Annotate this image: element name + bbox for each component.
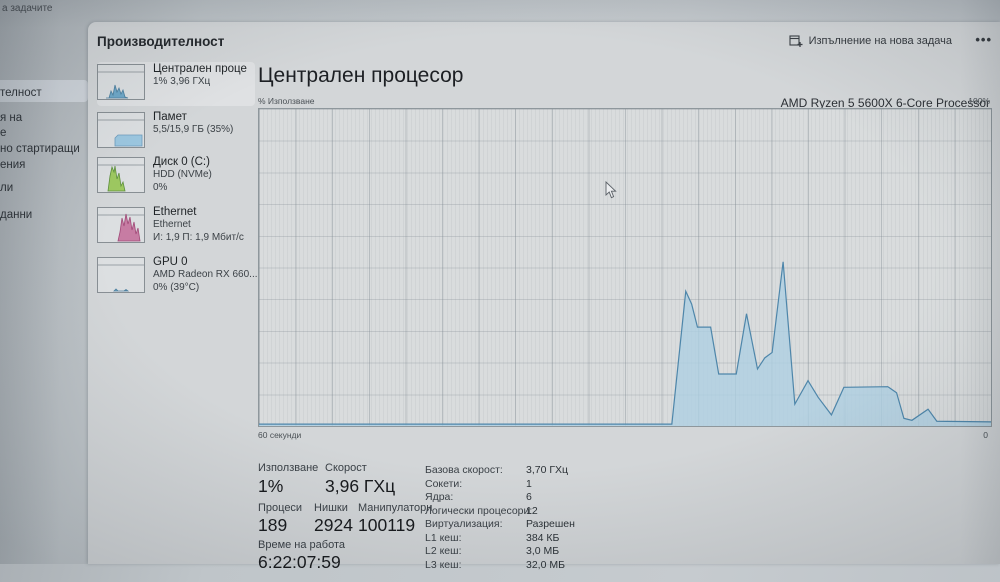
l3-cache-label: L3 кеш: bbox=[425, 558, 462, 571]
l3-cache-value: 32,0 МБ bbox=[526, 558, 565, 571]
page-title: Производителност bbox=[97, 34, 225, 49]
cpu-item-title: Централен проце bbox=[153, 63, 247, 75]
l1-cache-label: L1 кеш: bbox=[425, 531, 462, 544]
processes-label: Процеси bbox=[258, 502, 303, 514]
uptime-label: Време на работа bbox=[258, 539, 346, 551]
usage-value: 1% bbox=[258, 476, 284, 496]
window-title-fragment: а задачите bbox=[2, 3, 53, 14]
l2-cache-value: 3,0 МБ bbox=[526, 545, 560, 557]
cpu-stats-panel: Използване 1% Скорост 3,96 ГХц Процеси 1… bbox=[258, 462, 990, 582]
cpu-usage-chart bbox=[258, 108, 992, 427]
gpu-item-sub1: AMD Radeon RX 660... bbox=[153, 269, 258, 281]
l1-cache-value: 384 КБ bbox=[526, 531, 560, 544]
sidebar-item-startup-apps-2[interactable]: ения bbox=[0, 159, 26, 171]
sidebar-item-app-history[interactable]: я на bbox=[0, 112, 23, 124]
sockets-label: Сокети: bbox=[425, 477, 463, 490]
memory-mini-graph-icon bbox=[97, 112, 145, 148]
usage-label: Използване bbox=[258, 462, 319, 474]
cpu-usage-line bbox=[259, 262, 991, 424]
handles-value: 100119 bbox=[358, 515, 416, 535]
gpu-mini-graph-icon bbox=[97, 257, 145, 293]
new-task-icon bbox=[789, 34, 803, 48]
axis-label-0s: 0 bbox=[983, 430, 988, 440]
cpu-item-sub: 1% 3,96 ГХц bbox=[153, 76, 211, 88]
disk-item-title: Диск 0 (C:) bbox=[153, 156, 210, 168]
disk-item-sub1: HDD (NVMe) bbox=[153, 169, 212, 181]
cpu-usage-area bbox=[259, 261, 991, 426]
sidebar-item-users[interactable]: ли bbox=[0, 182, 14, 194]
gpu-item-title: GPU 0 bbox=[153, 256, 188, 268]
cpu-section-title: Централен процесор bbox=[258, 64, 464, 87]
cores-value: 6 bbox=[526, 491, 532, 503]
base-speed-label: Базова скорост: bbox=[425, 464, 503, 476]
threads-value: 2924 bbox=[314, 515, 353, 535]
sidebar-item-details[interactable]: данни bbox=[0, 209, 33, 221]
more-options-button[interactable]: ••• bbox=[975, 32, 992, 47]
speed-label: Скорост bbox=[325, 462, 367, 474]
memory-item-sub: 5,5/15,9 ГБ (35%) bbox=[153, 124, 234, 136]
uptime-value: 6:22:07:59 bbox=[258, 552, 341, 572]
axis-label-100pct: 100% bbox=[968, 96, 990, 106]
perf-item-gpu[interactable]: GPU 0 AMD Radeon RX 660... 0% (39°C) bbox=[97, 255, 258, 303]
axis-label-usage: % Използване bbox=[258, 96, 315, 106]
sidebar-item-startup-apps[interactable]: но стартиращи bbox=[0, 143, 80, 155]
mouse-cursor-icon bbox=[605, 181, 617, 199]
ethernet-item-sub1: Ethernet bbox=[153, 219, 191, 231]
task-manager-window: Производителност Изпълнение на нова зада… bbox=[88, 22, 1000, 572]
perf-item-memory[interactable]: Памет 5,5/15,9 ГБ (35%) bbox=[97, 110, 255, 154]
ethernet-mini-graph-icon bbox=[97, 207, 145, 243]
sockets-value: 1 bbox=[526, 477, 532, 490]
handles-label: Манипулатори bbox=[358, 502, 433, 514]
run-new-task-label: Изпълнение на нова задача bbox=[808, 35, 952, 47]
perf-item-ethernet[interactable]: Ethernet Ethernet И: 1,9 П: 1,9 Мбит/с bbox=[97, 205, 255, 253]
axis-label-60s: 60 секунди bbox=[258, 430, 302, 440]
memory-item-title: Памет bbox=[153, 111, 187, 123]
virtualization-value: Разрешен bbox=[526, 518, 575, 530]
cores-label: Ядра: bbox=[425, 491, 454, 503]
perf-item-cpu[interactable]: Централен проце 1% 3,96 ГХц bbox=[97, 62, 255, 106]
l2-cache-label: L2 кеш: bbox=[425, 545, 462, 557]
sidebar-item-app-history-2[interactable]: е bbox=[0, 127, 7, 139]
perf-item-disk[interactable]: Диск 0 (C:) HDD (NVMe) 0% bbox=[97, 155, 255, 203]
run-new-task-button[interactable]: Изпълнение на нова задача bbox=[783, 30, 958, 52]
threads-label: Нишки bbox=[314, 502, 348, 514]
processor-name: AMD Ryzen 5 5600X 6-Core Processor bbox=[780, 96, 990, 110]
base-speed-value: 3,70 ГХц bbox=[526, 464, 569, 476]
logical-processors-value: 12 bbox=[526, 504, 538, 517]
processes-value: 189 bbox=[258, 515, 288, 535]
ethernet-item-title: Ethernet bbox=[153, 206, 197, 218]
speed-value: 3,96 ГХц bbox=[325, 476, 396, 496]
cpu-mini-graph-icon bbox=[97, 64, 145, 100]
ethernet-item-sub2: И: 1,9 П: 1,9 Мбит/с bbox=[153, 231, 244, 243]
logical-processors-label: Логически процесори: bbox=[425, 504, 533, 517]
nav-selected-highlight bbox=[0, 80, 88, 102]
virtualization-label: Виртуализация: bbox=[425, 518, 503, 530]
disk-item-sub2: 0% bbox=[153, 181, 168, 193]
gpu-item-sub2: 0% (39°C) bbox=[153, 281, 200, 293]
sidebar-item-performance[interactable]: телност bbox=[0, 87, 42, 99]
disk-mini-graph-icon bbox=[97, 157, 145, 193]
